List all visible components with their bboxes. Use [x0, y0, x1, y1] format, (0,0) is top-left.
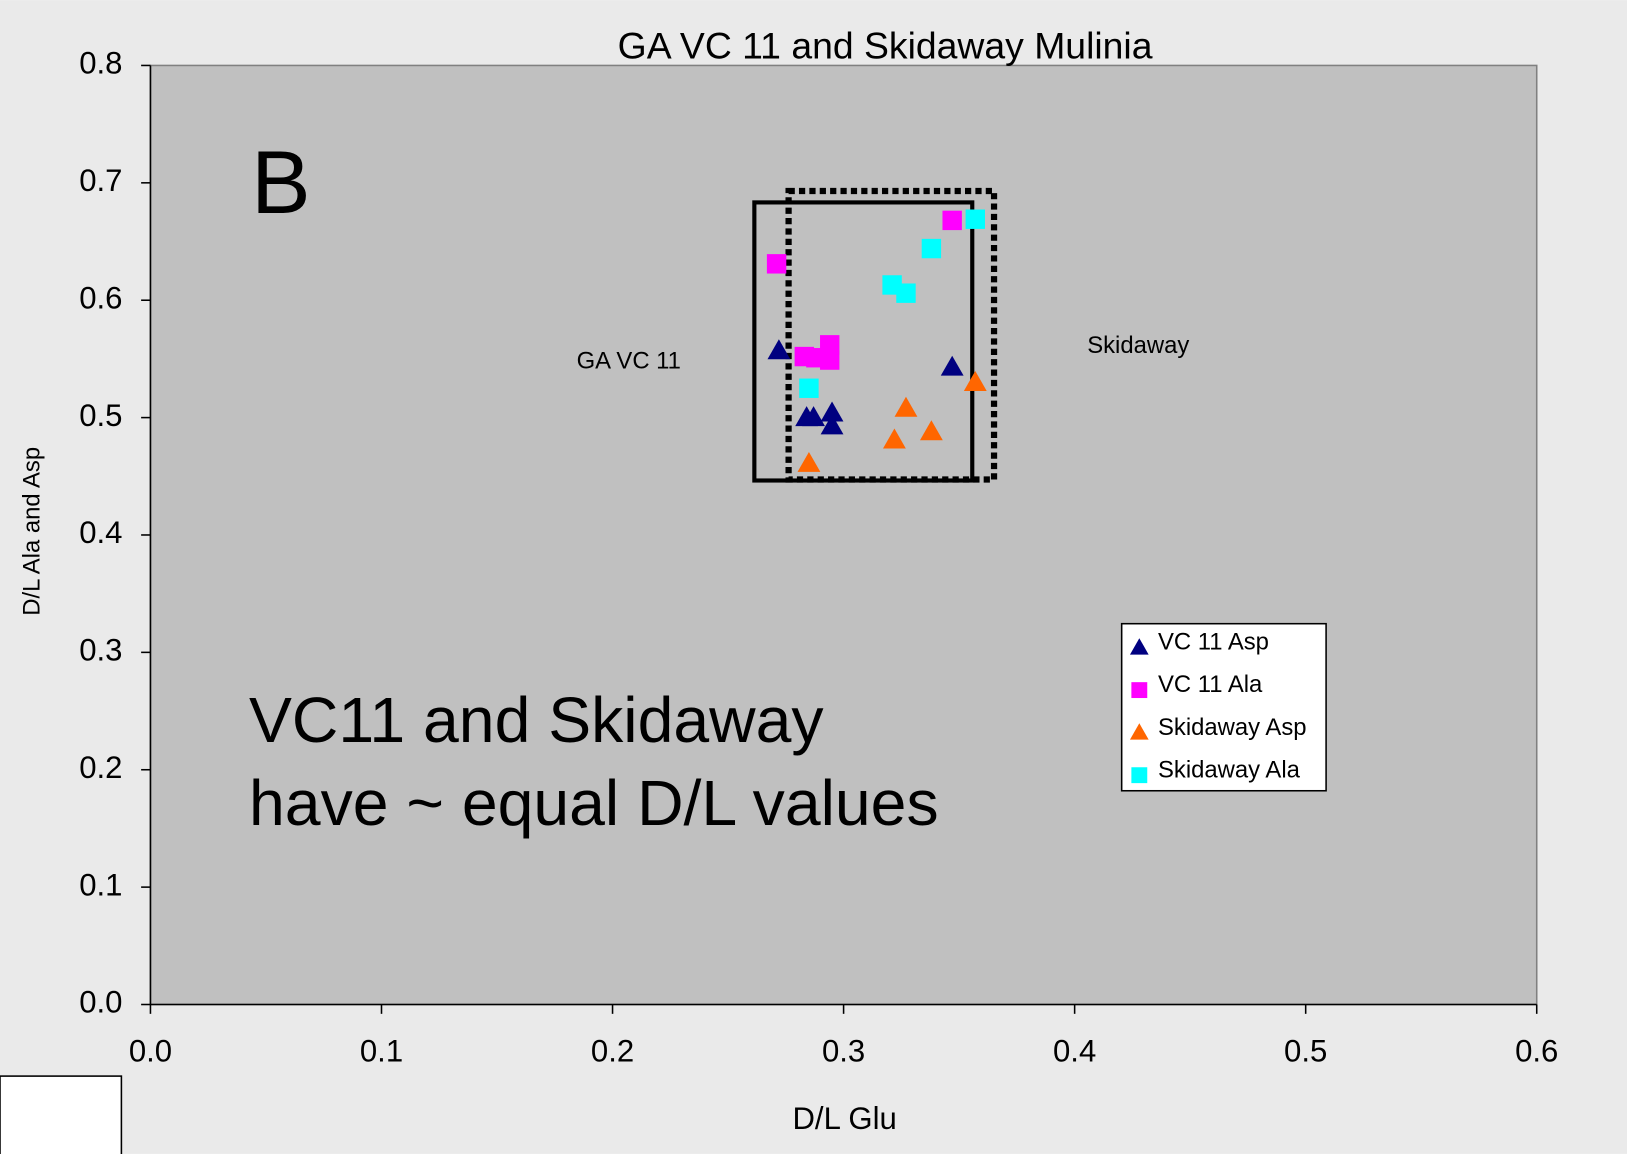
panel-letter: B [251, 132, 311, 232]
legend-label: Skidaway Ala [1158, 756, 1301, 783]
legend-label: VC 11 Ala [1158, 671, 1263, 698]
legend-marker [1129, 638, 1149, 655]
y-tick-label: 0.7 [79, 163, 122, 198]
x-tick-label: 0.5 [1284, 1034, 1327, 1069]
x-tick-label: 0.0 [129, 1034, 172, 1069]
point [820, 335, 840, 355]
point [802, 406, 825, 427]
point [797, 451, 821, 472]
annotation: GA VC 11 [577, 348, 681, 375]
x-tick-label: 0.1 [360, 1034, 403, 1069]
point [940, 355, 964, 376]
point [820, 414, 844, 435]
x-tick-label: 0.6 [1515, 1034, 1558, 1069]
annotation: Skidaway [1087, 332, 1189, 359]
skidaway-range-box [785, 187, 998, 483]
y-axis-label: D/L Ala and Asp [19, 447, 46, 616]
x-tick-label: 0.2 [591, 1034, 634, 1069]
x-tick-label: 0.3 [822, 1034, 865, 1069]
x-axis-label: D/L Glu [792, 1101, 896, 1136]
point [820, 401, 844, 422]
point [767, 339, 791, 360]
point [921, 238, 942, 259]
point [896, 283, 916, 303]
point [766, 254, 787, 274]
point [919, 420, 943, 441]
legend-label: VC 11 Asp [1158, 629, 1269, 656]
y-tick-label: 0.1 [79, 867, 122, 902]
legend-marker [1131, 682, 1148, 699]
y-tick-label: 0.6 [79, 280, 122, 315]
y-tick-label: 0.4 [79, 515, 122, 550]
point [942, 210, 962, 231]
point [883, 428, 906, 449]
note: VC11 and Skidaway [249, 684, 824, 756]
point [799, 378, 819, 398]
legend-marker [1131, 767, 1148, 784]
point [963, 370, 987, 391]
y-tick-label: 0.3 [79, 633, 122, 668]
y-tick-label: 0.5 [79, 398, 122, 433]
plot-area [149, 64, 1538, 1006]
point [820, 350, 840, 370]
point [965, 209, 985, 229]
chart-title: GA VC 11 and Skidaway Mulinia [618, 25, 1153, 67]
legend-label: Skidaway Asp [1158, 714, 1307, 741]
legend-marker [1129, 723, 1149, 740]
blank-box [0, 1075, 123, 1154]
y-tick-label: 0.8 [79, 46, 122, 81]
y-tick-label: 0.0 [79, 985, 122, 1020]
note: have ~ equal D/L values [249, 767, 939, 839]
legend-box [1120, 622, 1327, 792]
point [894, 396, 918, 417]
y-tick-label: 0.2 [79, 750, 122, 785]
x-tick-label: 0.4 [1053, 1034, 1096, 1069]
